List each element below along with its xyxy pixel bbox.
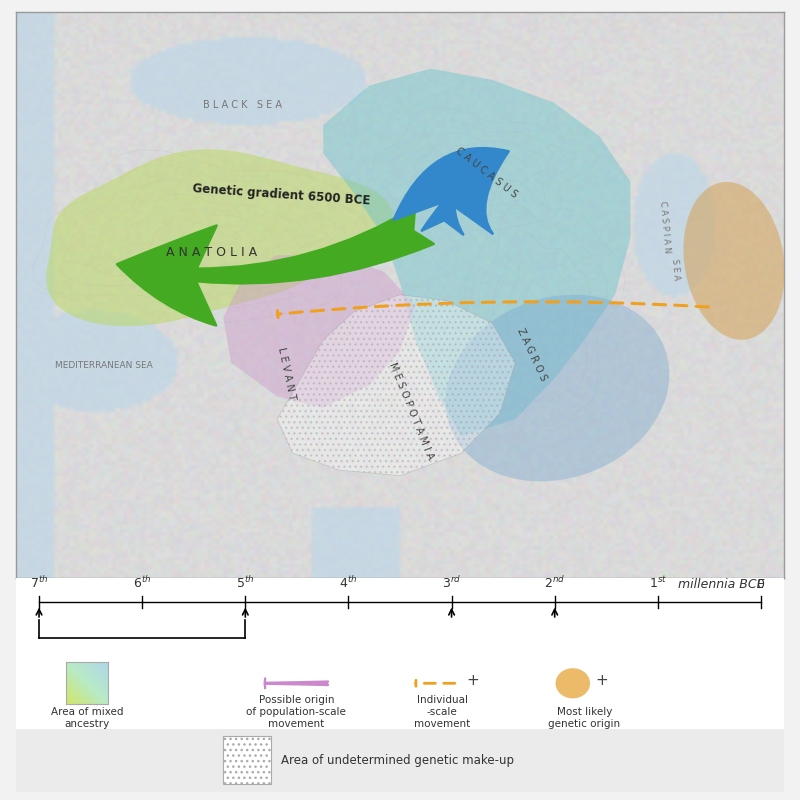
Text: $5^{th}$: $5^{th}$ [236,575,254,591]
Polygon shape [46,150,393,326]
Bar [223,736,271,784]
Text: $2^{nd}$: $2^{nd}$ [544,575,566,591]
Text: millennia BCE: millennia BCE [678,578,765,591]
Text: S E A: S E A [670,258,680,281]
Text: Individual
-scale
movement: Individual -scale movement [414,695,470,729]
Text: L E V A N T: L E V A N T [276,346,297,402]
Text: A N A T O L I A: A N A T O L I A [166,246,258,259]
Text: $6^{th}$: $6^{th}$ [133,575,151,591]
Text: $7^{th}$: $7^{th}$ [30,575,48,591]
Text: +: + [467,673,479,688]
Text: C A U C A S U S: C A U C A S U S [454,146,518,200]
FancyArrowPatch shape [394,148,509,234]
Polygon shape [223,255,415,408]
Text: Area of undetermined genetic make-up: Area of undetermined genetic make-up [281,754,514,767]
Polygon shape [277,294,515,476]
Text: $1^{st}$: $1^{st}$ [649,575,667,591]
Ellipse shape [446,294,670,482]
Text: $3^{rd}$: $3^{rd}$ [442,575,461,591]
Text: +: + [596,673,609,688]
Text: Most likely
genetic origin: Most likely genetic origin [548,707,620,729]
Ellipse shape [683,182,785,340]
Text: Z A G R O S: Z A G R O S [515,326,549,382]
Text: MEDITERRANEAN SEA: MEDITERRANEAN SEA [55,361,153,370]
Text: Area of mixed
ancestry: Area of mixed ancestry [51,707,124,729]
Text: M E S O P O T A M I A: M E S O P O T A M I A [387,361,435,461]
Text: $0$: $0$ [756,578,766,591]
Ellipse shape [555,668,590,698]
Text: B L A C K   S E A: B L A C K S E A [203,100,282,110]
FancyArrowPatch shape [117,206,434,326]
Polygon shape [323,69,630,436]
Text: Genetic gradient 6500 BCE: Genetic gradient 6500 BCE [191,182,370,207]
Text: Possible origin
of population-scale
movement: Possible origin of population-scale move… [246,695,346,729]
Text: C A S P I A N: C A S P I A N [658,201,672,254]
Text: $4^{th}$: $4^{th}$ [339,575,358,591]
